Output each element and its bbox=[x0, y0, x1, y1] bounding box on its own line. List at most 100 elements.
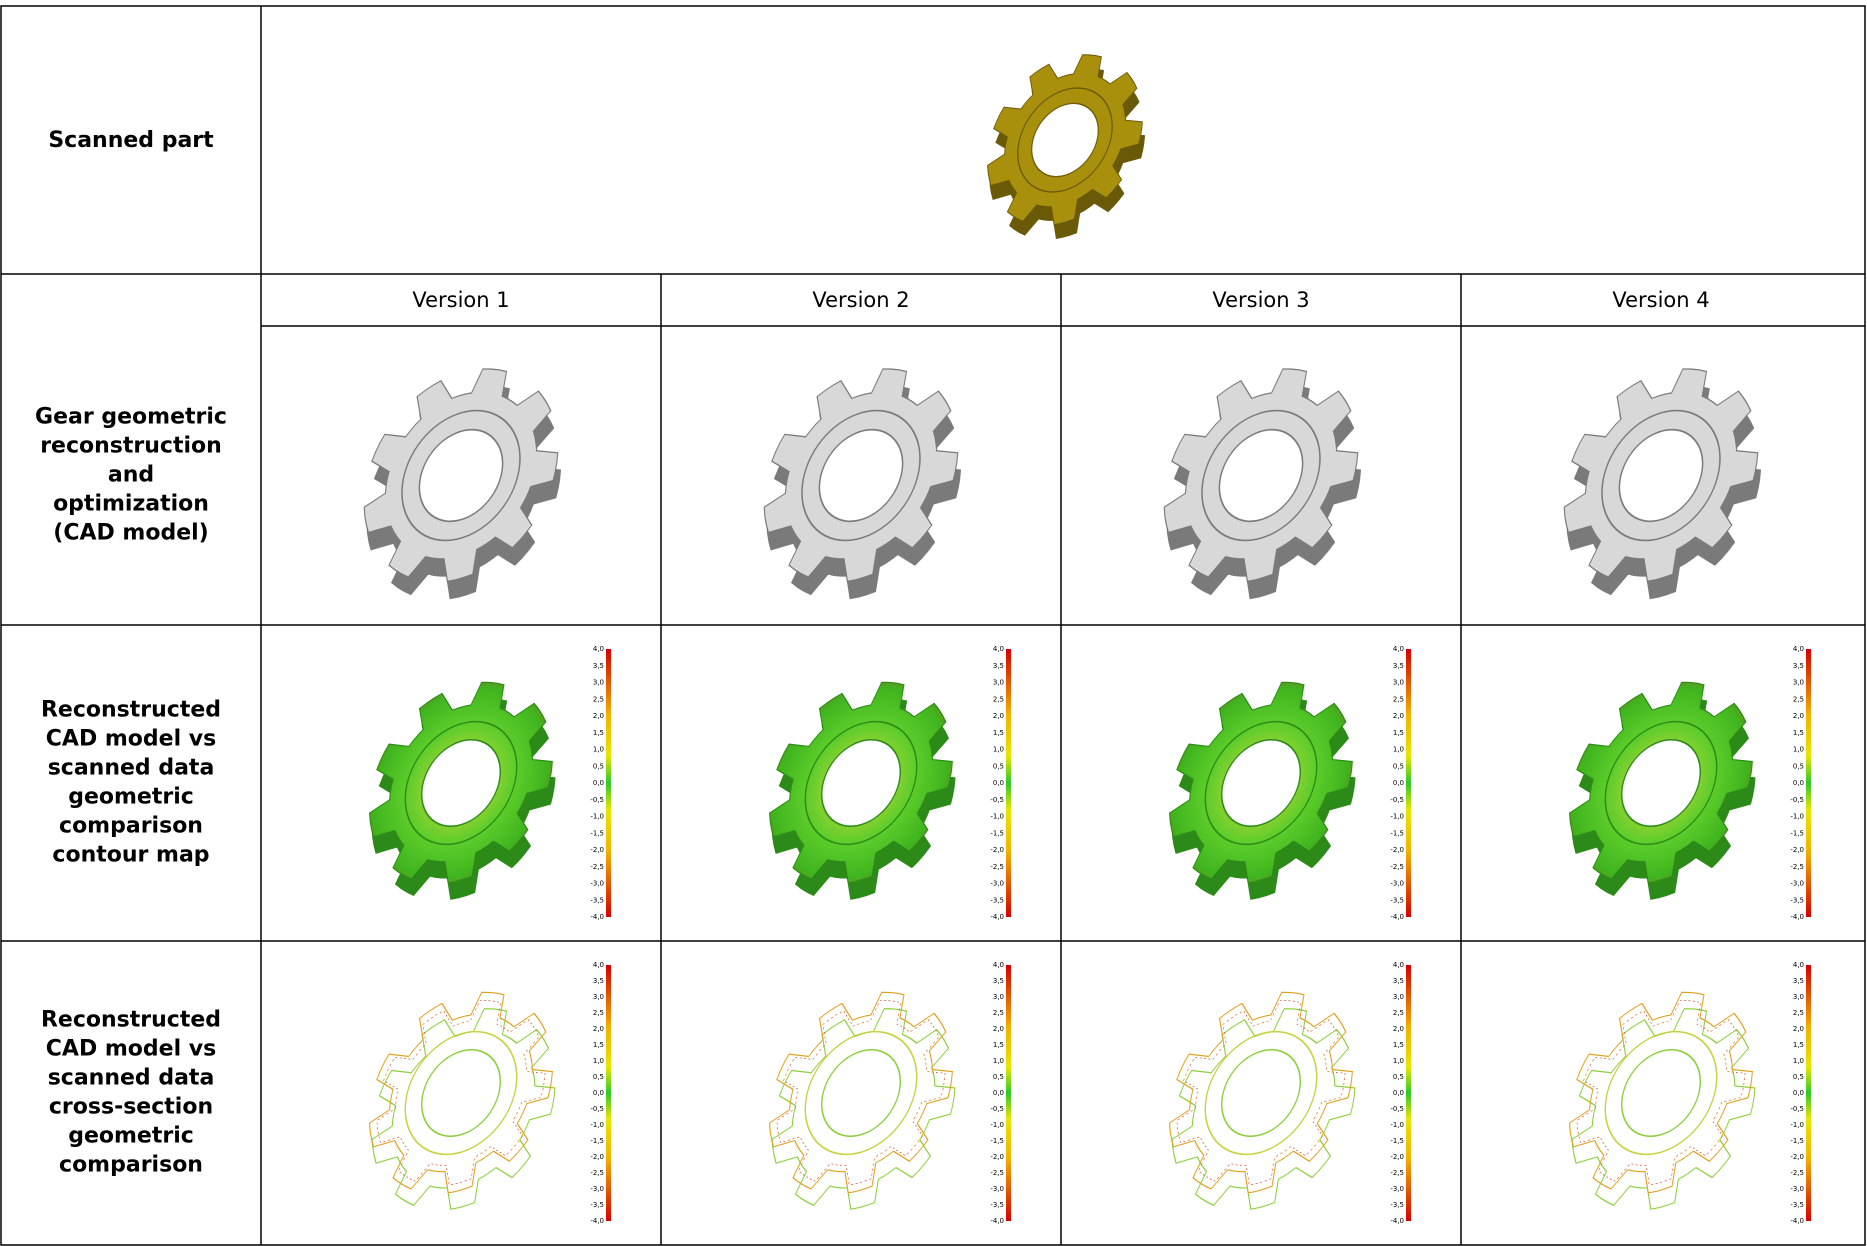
row-label: scanned data bbox=[48, 1066, 215, 1091]
scale-label: -1,5 bbox=[1790, 1137, 1804, 1145]
gear-image bbox=[725, 959, 999, 1246]
color-bar bbox=[1806, 965, 1811, 1221]
color-bar bbox=[1006, 965, 1011, 1221]
gear-image bbox=[325, 649, 599, 936]
gear-ring bbox=[782, 1010, 940, 1176]
scale-label: -2,5 bbox=[1790, 863, 1804, 871]
scale-label: 2,0 bbox=[593, 1025, 604, 1033]
gear-image bbox=[1117, 333, 1407, 637]
scale-label: 1,5 bbox=[1393, 729, 1404, 737]
gear-image bbox=[1125, 959, 1399, 1246]
scale-label: 1,5 bbox=[1793, 1041, 1804, 1049]
scale-label: -3,0 bbox=[590, 1185, 604, 1193]
gear-ring bbox=[1182, 1010, 1340, 1176]
scale-label: 0,0 bbox=[1393, 1089, 1404, 1097]
scale-label: -4,0 bbox=[590, 1217, 604, 1225]
version-header: Version 1 bbox=[412, 288, 509, 312]
scale-label: 0,5 bbox=[993, 762, 1004, 770]
scale-label: 1,5 bbox=[593, 729, 604, 737]
scale-label: 2,0 bbox=[993, 1025, 1004, 1033]
scale-label: 3,0 bbox=[1393, 993, 1404, 1001]
gear-face bbox=[732, 959, 989, 1229]
scale-label: 2,0 bbox=[1793, 1025, 1804, 1033]
gear-ring bbox=[1582, 1010, 1740, 1176]
scale-label: -1,5 bbox=[1790, 829, 1804, 837]
scale-label: -2,0 bbox=[1390, 846, 1404, 854]
scale-label: -2,5 bbox=[990, 1169, 1004, 1177]
scale-label: -0,5 bbox=[1790, 1105, 1804, 1113]
scale-label: 0,5 bbox=[1393, 1073, 1404, 1081]
scale-label: -3,0 bbox=[1790, 1185, 1804, 1193]
gear-side bbox=[335, 975, 592, 1245]
scale-label: -2,0 bbox=[990, 846, 1004, 854]
scale-label: -1,0 bbox=[1390, 1121, 1404, 1129]
scale-label: 1,0 bbox=[1393, 1057, 1404, 1065]
scale-label: -1,5 bbox=[990, 829, 1004, 837]
scale-label: -3,0 bbox=[990, 880, 1004, 888]
scale-label: -3,0 bbox=[990, 1185, 1004, 1193]
scale-label: 1,0 bbox=[1393, 746, 1404, 754]
row-label: optimization bbox=[53, 492, 209, 517]
scale-label: -0,5 bbox=[990, 796, 1004, 804]
scale-label: -4,0 bbox=[1790, 1217, 1804, 1225]
scale-label: 0,5 bbox=[1393, 762, 1404, 770]
gear-image bbox=[717, 333, 1007, 637]
scale-label: 0,0 bbox=[993, 1089, 1004, 1097]
scale-label: 3,5 bbox=[1393, 662, 1404, 670]
scale-label: 2,0 bbox=[993, 712, 1004, 720]
scale-label: 1,0 bbox=[593, 746, 604, 754]
scale-label: 3,5 bbox=[1793, 662, 1804, 670]
scale-label: 2,5 bbox=[593, 1009, 604, 1017]
gear-image bbox=[1517, 333, 1807, 637]
scale-label: -1,0 bbox=[1790, 1121, 1804, 1129]
scale-label: -2,0 bbox=[1790, 846, 1804, 854]
page: Scanned partVersion 1Version 2Version 3V… bbox=[0, 0, 1867, 1246]
scale-label: -2,5 bbox=[1390, 863, 1404, 871]
color-bar bbox=[1806, 649, 1811, 917]
row-label: geometric bbox=[68, 1124, 194, 1149]
gear-side bbox=[735, 975, 992, 1245]
color-bar bbox=[1406, 649, 1411, 917]
gear-image bbox=[1525, 649, 1799, 936]
scale-label: 3,0 bbox=[593, 993, 604, 1001]
row-label: scanned data bbox=[48, 756, 215, 781]
scale-label: 3,0 bbox=[593, 679, 604, 687]
scale-label: 4,0 bbox=[1393, 961, 1404, 969]
scale-label: 0,5 bbox=[993, 1073, 1004, 1081]
scale-label: -4,0 bbox=[590, 913, 604, 921]
scale-label: 1,5 bbox=[1393, 1041, 1404, 1049]
scale-label: 1,0 bbox=[593, 1057, 604, 1065]
color-bar bbox=[1006, 649, 1011, 917]
scale-label: -1,0 bbox=[1790, 813, 1804, 821]
scale-label: -0,5 bbox=[1390, 796, 1404, 804]
row-label: Reconstructed bbox=[41, 698, 221, 723]
gear-side bbox=[1535, 975, 1792, 1245]
scale-label: 3,5 bbox=[1793, 977, 1804, 985]
scale-label: -3,0 bbox=[1390, 1185, 1404, 1193]
scale-label: 4,0 bbox=[1793, 645, 1804, 653]
scale-label: 0,0 bbox=[1793, 779, 1804, 787]
gear-image bbox=[950, 26, 1182, 269]
scale-label: -2,5 bbox=[590, 1169, 604, 1177]
scale-label: 0,0 bbox=[593, 779, 604, 787]
scale-label: 2,5 bbox=[593, 695, 604, 703]
scale-label: -1,0 bbox=[1390, 813, 1404, 821]
scale-label: 0,5 bbox=[1793, 1073, 1804, 1081]
scale-label: 4,0 bbox=[1793, 961, 1804, 969]
gear-image bbox=[325, 959, 599, 1246]
scale-label: 1,5 bbox=[993, 1041, 1004, 1049]
scale-label: -2,5 bbox=[1390, 1169, 1404, 1177]
scale-label: -2,0 bbox=[1390, 1153, 1404, 1161]
scale-label: 4,0 bbox=[593, 961, 604, 969]
scale-label: 3,0 bbox=[993, 679, 1004, 687]
scale-label: -1,5 bbox=[1390, 1137, 1404, 1145]
version-header: Version 2 bbox=[812, 288, 909, 312]
scale-label: 4,0 bbox=[1393, 645, 1404, 653]
scale-label: 1,0 bbox=[1793, 1057, 1804, 1065]
scale-label: -3,5 bbox=[590, 1201, 604, 1209]
scale-label: -2,0 bbox=[990, 1153, 1004, 1161]
row-label: comparison bbox=[59, 814, 203, 839]
scale-label: 3,0 bbox=[1793, 993, 1804, 1001]
scale-label: -2,5 bbox=[990, 863, 1004, 871]
gear-image bbox=[725, 649, 999, 936]
